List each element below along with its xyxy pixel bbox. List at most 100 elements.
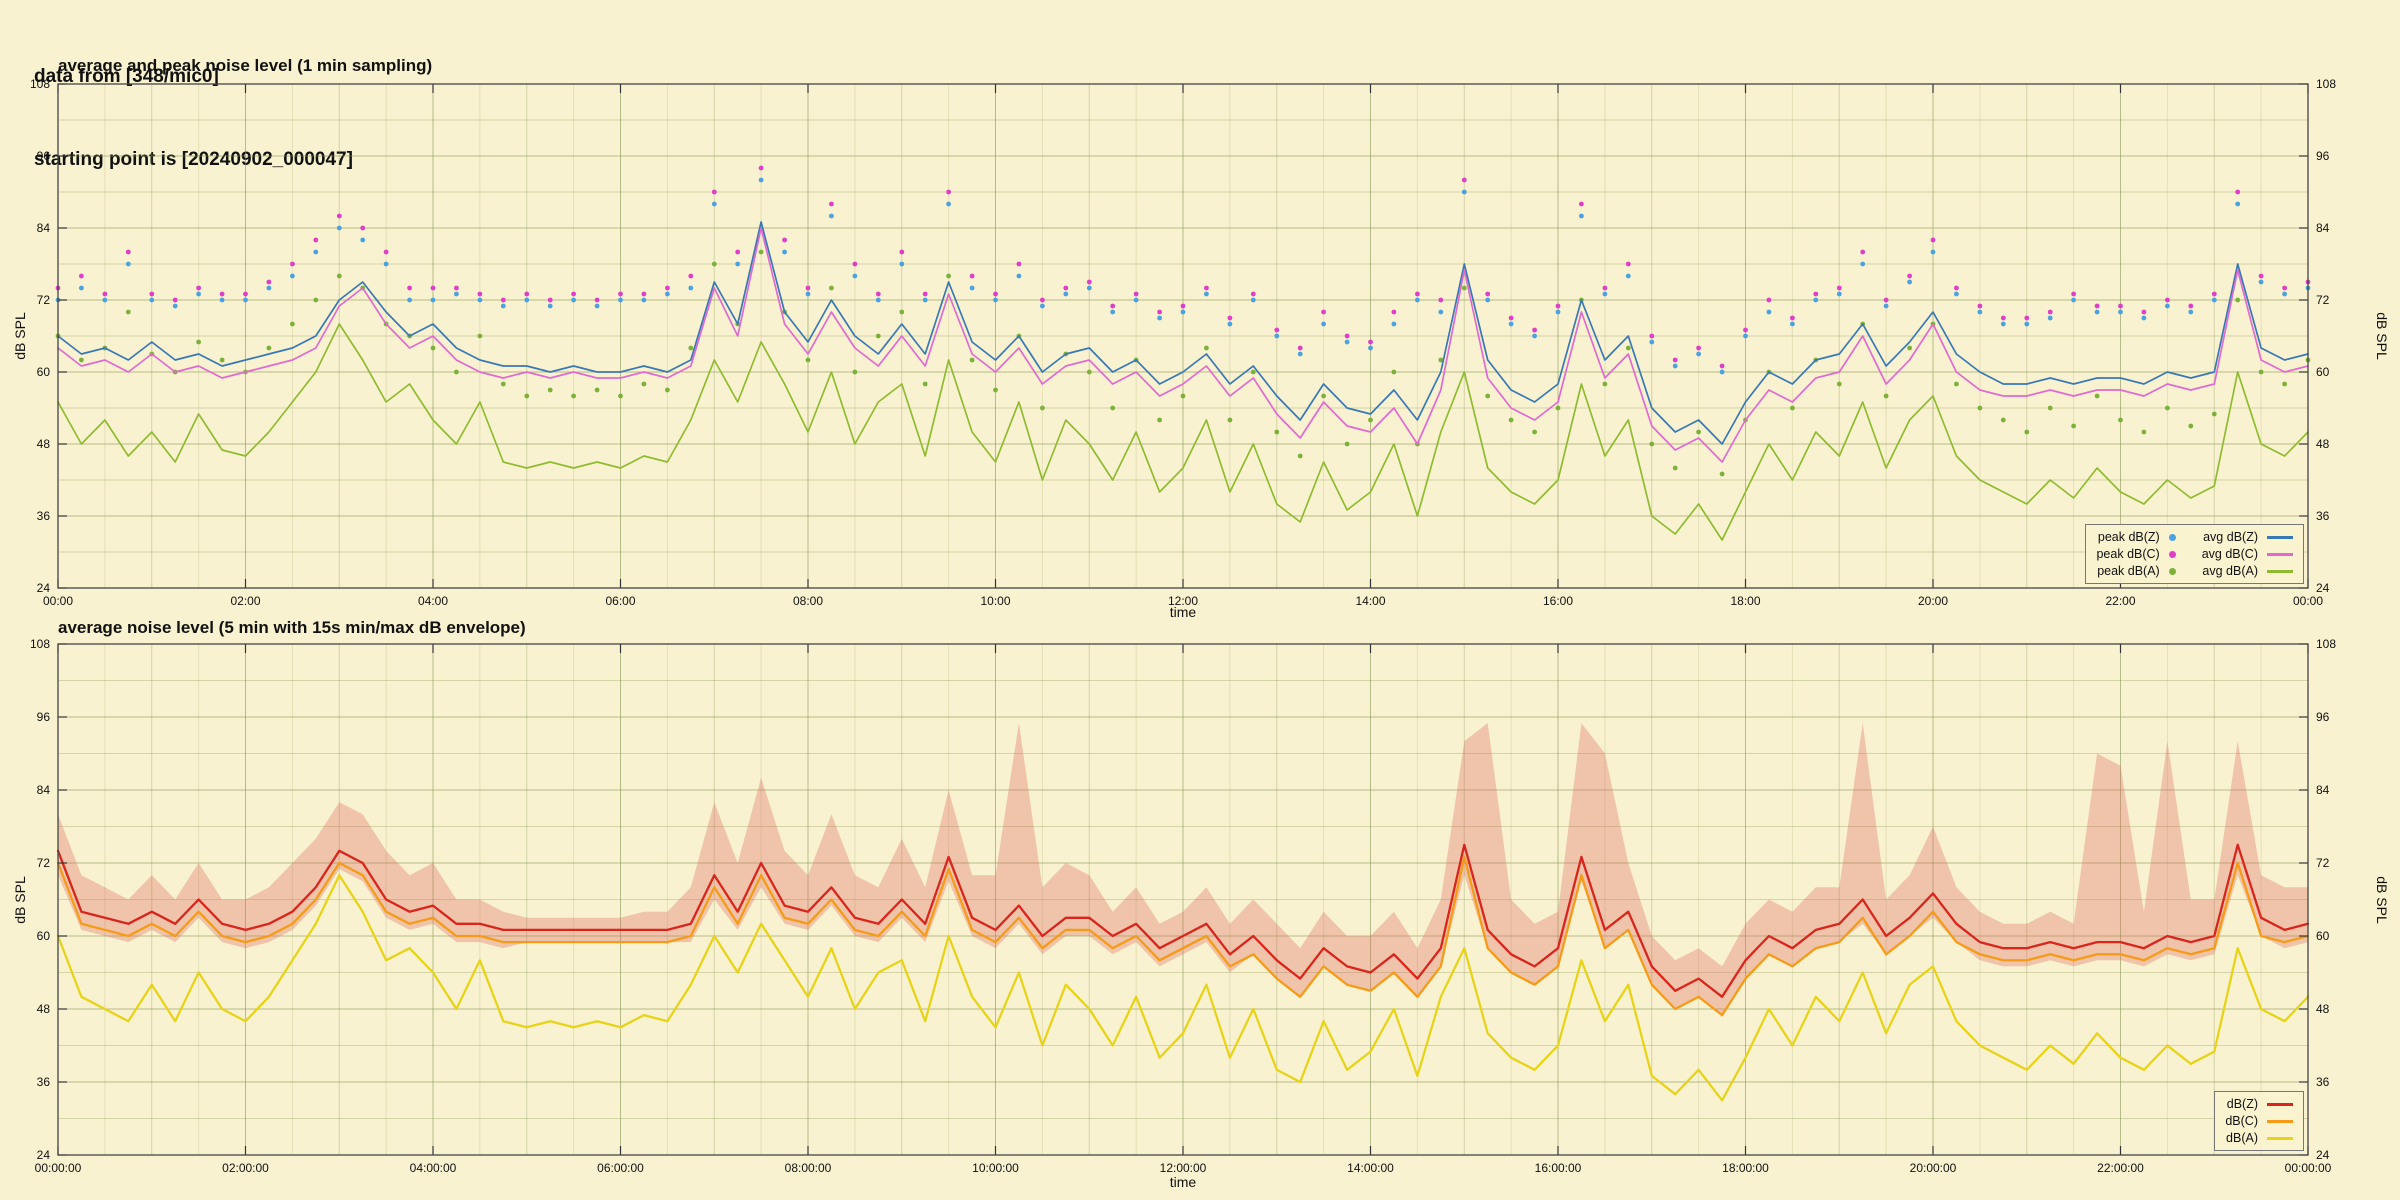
peak-dot (1555, 303, 1561, 309)
peak-dot (1274, 327, 1280, 333)
peak-dot (336, 225, 342, 231)
y-tick-label: 108 (30, 77, 50, 91)
peak-dot (1672, 465, 1678, 471)
legend-line-marker (2267, 1119, 2293, 1123)
peak-dot (829, 201, 834, 207)
peak-dot (758, 177, 764, 183)
peak-dot (758, 249, 764, 255)
peak-dot (993, 291, 998, 297)
peak-dot (641, 297, 647, 303)
peak-dot (641, 291, 647, 297)
peak-dot (196, 291, 202, 297)
peak-dot (1836, 291, 1842, 297)
peak-dot (1110, 405, 1116, 411)
peak-dot (1813, 291, 1819, 297)
peak-dot (1602, 291, 1608, 297)
peak-dot (1625, 273, 1631, 279)
y-tick-label-right: 108 (2316, 77, 2336, 91)
peak-dot (1344, 339, 1350, 345)
peak-dot (1180, 309, 1186, 315)
data-header: data from [348/mic0] starting point is [… (34, 8, 353, 201)
peak-dot (1649, 441, 1655, 447)
legend-line-marker (2267, 535, 2293, 539)
peak-dot (1180, 303, 1186, 309)
peak-dot (430, 297, 436, 303)
legend-item: avg dB(A) (2202, 564, 2293, 578)
peak-dot (1954, 291, 1959, 297)
peak-dot (1086, 369, 1092, 375)
peak-dot (1625, 345, 1631, 351)
peak-dot (336, 213, 342, 219)
peak-dot (1274, 429, 1280, 435)
peak-dot (1719, 471, 1725, 477)
peak-dot (2094, 309, 2100, 315)
legend-item: dB(Z) (2225, 1097, 2293, 1111)
chart1-xlabel: time (1169, 604, 1197, 620)
peak-dot (1157, 309, 1162, 315)
peak-dot (500, 381, 506, 387)
peak-dot (1696, 345, 1701, 351)
peak-dot (1227, 321, 1233, 327)
x-tick-label: 14:00 (1355, 594, 1385, 608)
peak-dot (1719, 369, 1725, 375)
peak-dot (1297, 453, 1303, 459)
y-tick-label-right: 108 (2316, 637, 2336, 651)
peak-dot (1297, 345, 1303, 351)
x-tick-label: 06:00 (605, 594, 635, 608)
peak-dot (1391, 369, 1397, 375)
peak-dot (1883, 303, 1889, 309)
peak-dot (2211, 297, 2217, 303)
y-tick-label: 108 (30, 637, 50, 651)
peak-dot (2235, 201, 2241, 207)
peak-dot (266, 279, 272, 285)
peak-dot (688, 285, 694, 291)
peak-dot (1555, 309, 1561, 315)
peak-dot (360, 225, 366, 231)
peak-dot (430, 285, 436, 291)
y-tick-label-right: 72 (2316, 293, 2330, 307)
peak-dot (125, 261, 131, 267)
peak-dot (1883, 297, 1889, 303)
peak-dot (1086, 279, 1092, 285)
peak-dot (547, 297, 553, 303)
x-tick-label: 04:00:00 (410, 1161, 457, 1175)
peak-dot (688, 273, 694, 279)
peak-dot (1602, 285, 1608, 291)
peak-dot (2094, 303, 2100, 309)
legend-line-marker (2267, 1102, 2293, 1106)
peak-dot (547, 303, 553, 309)
peak-dot (79, 357, 84, 363)
peak-dot (2235, 297, 2241, 303)
legend-label: peak dB(A) (2097, 564, 2160, 578)
peak-dot (1415, 291, 1420, 297)
peak-dot (2165, 303, 2170, 309)
peak-dot (360, 237, 366, 243)
peak-dot (149, 291, 155, 297)
peak-dot (1813, 297, 1819, 303)
peak-dot (1790, 321, 1795, 327)
x-tick-label: 14:00:00 (1347, 1161, 1394, 1175)
peak-dot (1086, 285, 1092, 291)
peak-dot (2211, 291, 2217, 297)
peak-dot (2188, 309, 2194, 315)
peak-dot (336, 273, 342, 279)
y-tick-label-right: 84 (2316, 221, 2330, 235)
peak-dot (1461, 285, 1467, 291)
x-tick-label: 16:00 (1543, 594, 1573, 608)
legend-label: peak dB(Z) (2097, 530, 2160, 544)
peak-dot (782, 237, 787, 243)
peak-dot (1180, 393, 1186, 399)
peak-dot (1133, 291, 1139, 297)
peak-dot (665, 285, 670, 291)
peak-dot (665, 387, 670, 393)
peak-dot (594, 387, 600, 393)
peak-dot (2235, 189, 2241, 195)
peak-dot (875, 291, 881, 297)
peak-dot (196, 285, 202, 291)
peak-dot (875, 297, 881, 303)
peak-dot (1766, 297, 1772, 303)
peak-dot (571, 291, 576, 297)
peak-dot (1672, 363, 1678, 369)
y-tick-label: 84 (37, 783, 51, 797)
